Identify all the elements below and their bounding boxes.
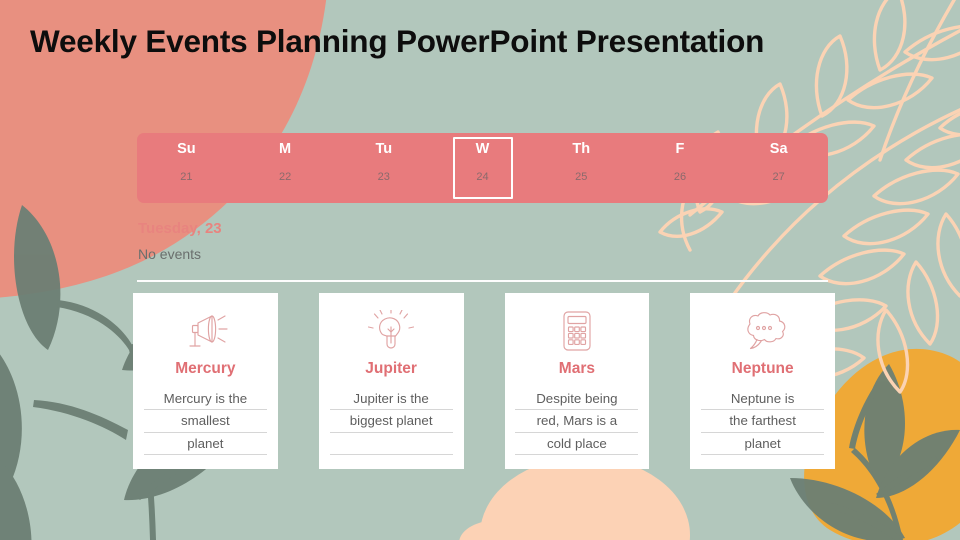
day-cell-m[interactable]: M 22 bbox=[236, 133, 335, 203]
day-cell-w-selected[interactable]: W 24 bbox=[433, 133, 532, 203]
card-description: Jupiter is the biggest planet bbox=[329, 388, 453, 456]
day-name: F bbox=[675, 141, 685, 157]
day-summary-events: No events bbox=[138, 246, 202, 262]
info-card-jupiter[interactable]: Jupiter Jupiter is the biggest planet bbox=[318, 293, 464, 469]
card-line: cold place bbox=[515, 433, 639, 456]
day-number: 22 bbox=[278, 170, 292, 183]
speech-cloud-icon bbox=[737, 307, 789, 355]
card-line: Neptune is bbox=[701, 388, 825, 411]
info-card-mars[interactable]: Mars Despite being red, Mars is a cold p… bbox=[504, 293, 650, 469]
lightbulb-icon bbox=[368, 307, 415, 355]
day-name: Tu bbox=[375, 141, 393, 157]
day-number: 21 bbox=[180, 170, 193, 183]
info-card-row: Mercury Mercury is the smallest planet bbox=[133, 293, 835, 469]
peach-blob-tail bbox=[459, 520, 529, 540]
day-cell-tu[interactable]: Tu 23 bbox=[334, 133, 433, 203]
day-number: 26 bbox=[673, 170, 687, 183]
card-line: biggest planet bbox=[329, 410, 453, 433]
selected-day-outline bbox=[452, 137, 513, 199]
day-number: 23 bbox=[377, 170, 390, 183]
day-number: 24 bbox=[476, 170, 489, 183]
card-description: Mercury is the smallest planet bbox=[143, 388, 267, 456]
day-number: 25 bbox=[575, 170, 588, 183]
card-line: Jupiter is the bbox=[329, 388, 453, 411]
card-description: Neptune is the farthest planet bbox=[701, 388, 825, 456]
day-cell-f[interactable]: F 26 bbox=[631, 133, 730, 203]
day-name: Sa bbox=[769, 141, 788, 157]
card-line: Mercury is the bbox=[143, 388, 267, 411]
day-number: 27 bbox=[772, 170, 785, 183]
week-day-strip[interactable]: Su 21 M 22 Tu 23 W 24 Th 25 F 26 Sa 27 bbox=[137, 133, 828, 203]
card-line bbox=[329, 433, 453, 456]
card-title: Neptune bbox=[731, 360, 794, 377]
day-summary-heading: Tuesday, 23 bbox=[138, 220, 222, 237]
card-title: Jupiter bbox=[365, 360, 417, 377]
day-cell-su[interactable]: Su 21 bbox=[137, 133, 236, 203]
card-line: red, Mars is a bbox=[515, 410, 639, 433]
day-name: W bbox=[475, 141, 490, 157]
peach-blob-shape bbox=[480, 457, 690, 540]
day-name: M bbox=[279, 141, 292, 157]
megaphone-icon bbox=[182, 307, 228, 355]
card-line: smallest bbox=[143, 410, 267, 433]
card-line: planet bbox=[701, 433, 825, 456]
day-cell-th[interactable]: Th 25 bbox=[532, 133, 631, 203]
card-description: Despite being red, Mars is a cold place bbox=[515, 388, 639, 456]
card-line: planet bbox=[143, 433, 267, 456]
section-divider bbox=[137, 280, 828, 282]
calculator-icon bbox=[560, 307, 594, 355]
slide-title: Weekly Events Planning PowerPoint Presen… bbox=[30, 23, 765, 59]
card-line: the farthest bbox=[701, 410, 825, 433]
day-cell-sa[interactable]: Sa 27 bbox=[729, 133, 828, 203]
day-name: Su bbox=[177, 141, 196, 157]
info-card-neptune[interactable]: Neptune Neptune is the farthest planet bbox=[690, 293, 835, 469]
day-name: Th bbox=[572, 141, 591, 157]
card-title: Mars bbox=[558, 360, 595, 377]
info-card-mercury[interactable]: Mercury Mercury is the smallest planet bbox=[133, 293, 278, 469]
day-summary: Tuesday, 23 No events bbox=[138, 220, 222, 263]
card-line: Despite being bbox=[515, 388, 639, 411]
card-title: Mercury bbox=[175, 360, 236, 377]
